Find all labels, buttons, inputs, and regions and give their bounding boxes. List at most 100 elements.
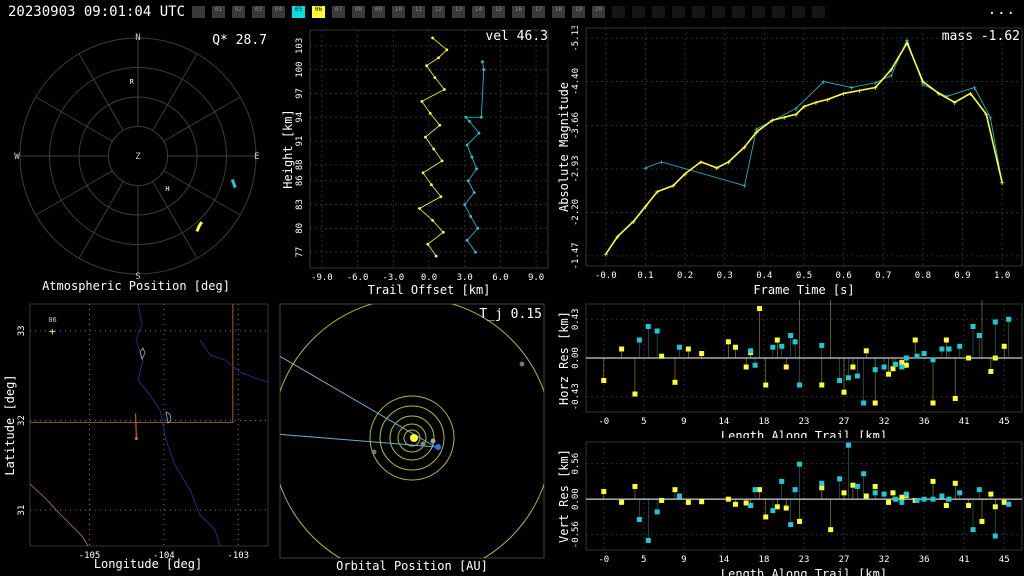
geo-ylabel: Latitude [deg] [3, 374, 17, 475]
station-10[interactable]: 10 [392, 6, 405, 18]
x-tick-label: 27 [839, 555, 850, 565]
station-17[interactable]: 17 [532, 6, 545, 18]
y-tick-label: 77 [295, 247, 305, 258]
orbital-position-chart[interactable]: T_j 0.15 Orbital Position [AU] [276, 300, 552, 576]
residual-point [930, 357, 936, 363]
city-outline [165, 411, 172, 424]
x-tick-label: 45 [999, 555, 1010, 565]
ground-map[interactable]: -105 -104 -103 31 32 33 +06 Longitude [deg] Lati… [0, 300, 276, 576]
station-slot-0[interactable] [192, 6, 205, 18]
magnitude-point: + [889, 66, 894, 75]
station-01[interactable]: 01 [212, 6, 225, 18]
station-13[interactable]: 13 [452, 6, 465, 18]
atmospheric-stat: Q* 28.7 [212, 33, 267, 48]
magnitude-point: + [615, 232, 620, 241]
magnitude-point: + [984, 110, 989, 119]
trail-point [479, 115, 483, 119]
y-tick-label: -5.13 [571, 26, 581, 52]
magnitude-point: + [643, 203, 648, 212]
station-18[interactable]: 18 [552, 6, 565, 18]
station-slot-28[interactable] [752, 6, 765, 18]
trail-offset-chart[interactable]: -9.0 -6.0 -3.0 0.0 3.0 6.0 9.0 77 80 83 86 88 91 94 97… [276, 26, 552, 298]
station-slot-21[interactable] [612, 6, 625, 18]
station-05[interactable]: 05 [292, 6, 305, 18]
residual-point [863, 493, 869, 499]
y-tick-label: -1.47 [571, 242, 581, 269]
station-03[interactable]: 03 [252, 6, 265, 18]
residual-point [770, 508, 776, 514]
residual-point [763, 514, 769, 520]
station-12[interactable]: 12 [432, 6, 445, 18]
residual-point [854, 483, 860, 489]
magnitude-point: + [905, 36, 910, 45]
station-08[interactable]: 08 [352, 6, 365, 18]
magnitude-point: + [643, 164, 648, 173]
station-07[interactable]: 07 [332, 6, 345, 18]
residual-point [619, 346, 625, 352]
station-16[interactable]: 16 [512, 6, 525, 18]
residual-point [939, 493, 945, 499]
station-02[interactable]: 02 [232, 6, 245, 18]
station-slot-26[interactable] [712, 6, 725, 18]
station-15[interactable]: 15 [492, 6, 505, 18]
magnitude-point: + [683, 170, 688, 179]
y-tick-label: -4.40 [571, 68, 581, 95]
horizontal-residual-chart[interactable]: -0 5 9 14 18 23 27 32 36 41 45 0.43 0.00 -0.43 Length … [552, 300, 1024, 438]
residual-point [976, 333, 982, 338]
station-slot-22[interactable] [632, 6, 645, 18]
magnitude-point: + [754, 125, 759, 134]
residual-point [779, 478, 785, 484]
trail-point [431, 219, 434, 222]
trail-point [465, 143, 469, 147]
station-19[interactable]: 19 [572, 6, 585, 18]
station-slot-25[interactable] [692, 6, 705, 18]
station-09[interactable]: 09 [372, 6, 385, 18]
residual-point [619, 499, 625, 505]
x-tick-label: 5 [641, 555, 646, 565]
x-tick-label: 0.8 [915, 271, 931, 281]
trail-point [426, 242, 430, 246]
station-slot-27[interactable] [732, 6, 745, 18]
planet-icon [430, 438, 436, 444]
vertical-residual-chart[interactable]: -0 5 9 14 18 23 27 32 36 41 45 0.56 0.00 -0.56 Length … [552, 438, 1024, 576]
trail-ylabel: Height [km] [281, 109, 295, 188]
trail-point [438, 123, 442, 127]
residual-point [872, 490, 878, 496]
station-slot-31[interactable] [812, 6, 825, 18]
atmospheric-position-chart[interactable]: N E S W Z RH Q* 28.7 Atmospheric Positio… [0, 26, 276, 298]
x-tick-label: 41 [959, 555, 970, 565]
y-tick-label: 88 [295, 159, 305, 170]
x-tick-label: 36 [919, 555, 930, 565]
station-14[interactable]: 14 [472, 6, 485, 18]
residual-point [1006, 501, 1012, 507]
residual-point [837, 476, 843, 482]
trail-line-05 [464, 61, 485, 253]
x-tick-label: 23 [799, 555, 810, 565]
station-11[interactable]: 11 [412, 6, 425, 18]
menu-button[interactable]: ... [987, 2, 1016, 18]
residual-point [930, 496, 936, 502]
residual-point [797, 382, 803, 388]
meteoroid-orbit-line [280, 433, 437, 448]
residual-point [752, 362, 758, 368]
station-slot-29[interactable] [772, 6, 785, 18]
station-slot-23[interactable] [652, 6, 665, 18]
y-tick-label: 0.56 [571, 453, 581, 475]
x-tick-label: 18 [759, 555, 770, 565]
magnitude-chart[interactable]: -0.0 0.1 0.2 0.3 0.4 0.5 0.6 0.7 0.8 0.9 1.0 -1.47 -… [552, 26, 1024, 298]
residual-point [672, 379, 678, 385]
magnitude-point: + [972, 84, 977, 93]
station-06[interactable]: 06 [312, 6, 325, 18]
residual-point [970, 527, 976, 533]
station-slot-24[interactable] [672, 6, 685, 18]
station-04[interactable]: 04 [272, 6, 285, 18]
residual-point [861, 471, 867, 477]
magnitude-point: + [802, 103, 807, 112]
x-tick-label: -0.0 [595, 271, 617, 281]
compass-n: N [135, 33, 140, 43]
station-slot-30[interactable] [792, 6, 805, 18]
residual-point [861, 400, 867, 406]
magnitude-point: + [1000, 179, 1005, 188]
station-20[interactable]: 20 [592, 6, 605, 18]
residual-point [828, 527, 834, 533]
